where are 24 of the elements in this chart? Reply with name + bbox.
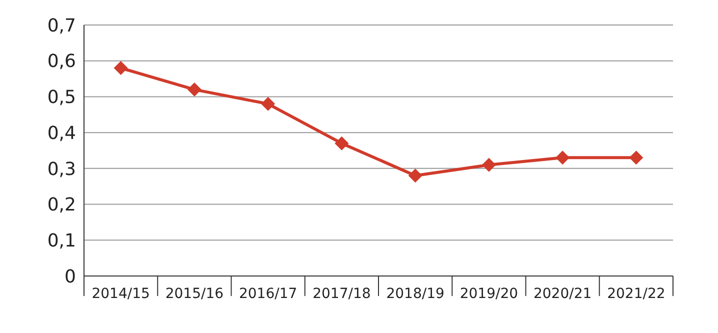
x-tick-label: 2021/22 bbox=[607, 286, 666, 302]
y-tick-label: 0 bbox=[64, 266, 76, 288]
x-tick-label: 2017/18 bbox=[312, 286, 371, 302]
x-tick-label: 2016/17 bbox=[238, 286, 298, 302]
y-tick-label: 0,7 bbox=[47, 15, 76, 36]
point bbox=[556, 150, 570, 165]
x-tick-label: 2019/20 bbox=[460, 286, 518, 302]
y-tick-label: 0,2 bbox=[47, 194, 76, 216]
point bbox=[334, 136, 349, 150]
point bbox=[482, 158, 496, 172]
point bbox=[408, 168, 422, 183]
point bbox=[261, 96, 276, 111]
y-tick-label: 0,3 bbox=[47, 158, 76, 180]
x-tick-label: 2018/19 bbox=[386, 286, 444, 302]
x-tick-label: 2014/15 bbox=[92, 286, 150, 302]
y-tick-label: 0,4 bbox=[47, 122, 76, 144]
y-tick-label: 0,5 bbox=[47, 87, 76, 108]
y-tick-label: 0,6 bbox=[47, 51, 76, 72]
point bbox=[629, 150, 644, 165]
x-tick-label: 2015/16 bbox=[165, 286, 224, 302]
point bbox=[187, 82, 202, 97]
y-tick-label: 0,1 bbox=[47, 230, 76, 252]
point bbox=[114, 61, 128, 76]
x-tick-label: 2020/21 bbox=[533, 286, 592, 302]
